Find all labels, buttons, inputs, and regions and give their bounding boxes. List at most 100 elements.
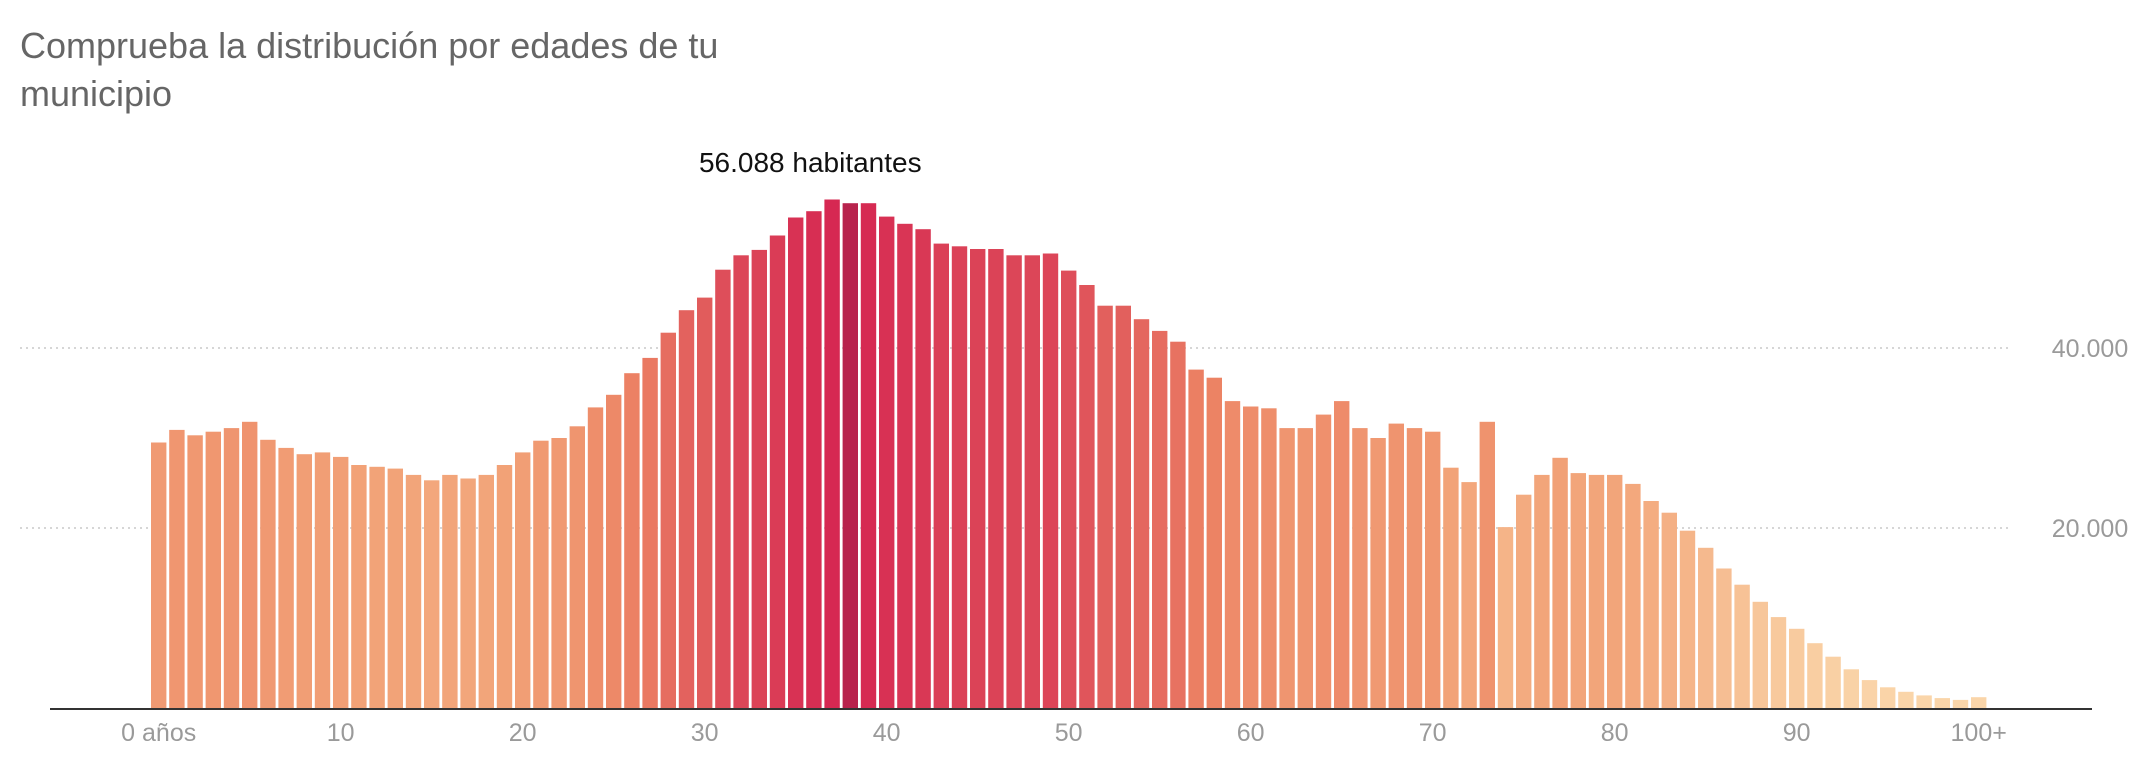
bar-age-91[interactable] <box>1807 643 1823 708</box>
bar-age-17[interactable] <box>460 478 476 709</box>
bar-age-43[interactable] <box>933 243 949 708</box>
bar-age-48[interactable] <box>1024 255 1040 709</box>
bar-age-37[interactable] <box>824 199 840 709</box>
bar-age-45[interactable] <box>970 249 986 708</box>
bar-age-39[interactable] <box>860 203 877 708</box>
bar-age-13[interactable] <box>387 468 403 708</box>
bar-age-41[interactable] <box>897 223 913 709</box>
bar-age-19[interactable] <box>496 465 513 708</box>
bar-age-20[interactable] <box>515 452 531 708</box>
bar-age-71[interactable] <box>1443 467 1459 708</box>
bar-age-11[interactable] <box>351 465 367 708</box>
bar-age-65[interactable] <box>1334 401 1350 708</box>
bar-age-77[interactable] <box>1552 457 1568 708</box>
bar-age-25[interactable] <box>606 394 622 708</box>
bar-age-95[interactable] <box>1880 687 1896 708</box>
bar-age-79[interactable] <box>1588 474 1605 708</box>
bar-age-100[interactable] <box>1971 697 1987 708</box>
bar-age-76[interactable] <box>1534 474 1550 708</box>
bar-age-98[interactable] <box>1934 698 1950 708</box>
bar-age-23[interactable] <box>569 426 585 708</box>
bar-age-38[interactable] <box>842 203 858 708</box>
bar-age-89[interactable] <box>1770 617 1787 708</box>
bar-age-94[interactable] <box>1861 680 1878 708</box>
bar-age-73[interactable] <box>1479 421 1495 708</box>
bars[interactable] <box>151 199 1987 709</box>
bar-age-54[interactable] <box>1133 319 1150 708</box>
bar-age-14[interactable] <box>405 474 422 708</box>
bar-age-59[interactable] <box>1224 401 1241 708</box>
bar-age-55[interactable] <box>1152 330 1168 708</box>
bar-age-16[interactable] <box>442 474 458 708</box>
bar-age-49[interactable] <box>1042 253 1059 709</box>
bar-age-32[interactable] <box>733 255 749 709</box>
bar-age-36[interactable] <box>806 211 822 708</box>
bar-age-81[interactable] <box>1625 483 1641 708</box>
bar-age-33[interactable] <box>751 249 767 708</box>
bar-age-28[interactable] <box>660 332 676 708</box>
bar-age-18[interactable] <box>478 474 494 708</box>
bar-age-24[interactable] <box>587 407 604 708</box>
bar-age-80[interactable] <box>1607 474 1623 708</box>
bar-age-10[interactable] <box>333 456 349 708</box>
bar-age-86[interactable] <box>1716 568 1732 709</box>
bar-age-92[interactable] <box>1825 656 1841 708</box>
bar-age-21[interactable] <box>533 440 549 708</box>
bar-age-5[interactable] <box>242 421 258 708</box>
bar-age-88[interactable] <box>1752 601 1768 708</box>
bar-age-2[interactable] <box>187 435 203 708</box>
bar-age-82[interactable] <box>1643 501 1659 708</box>
bar-age-85[interactable] <box>1698 547 1714 708</box>
bar-age-4[interactable] <box>223 428 240 708</box>
bar-age-99[interactable] <box>1952 699 1969 708</box>
bar-age-75[interactable] <box>1516 494 1532 708</box>
bar-age-3[interactable] <box>205 431 221 708</box>
bar-age-15[interactable] <box>424 480 440 708</box>
bar-age-6[interactable] <box>260 439 276 708</box>
bar-age-69[interactable] <box>1406 428 1423 708</box>
bar-age-84[interactable] <box>1679 530 1696 708</box>
bar-age-46[interactable] <box>988 249 1004 708</box>
bar-age-30[interactable] <box>697 297 713 708</box>
bar-age-61[interactable] <box>1261 408 1277 708</box>
bar-age-42[interactable] <box>915 229 931 708</box>
bar-age-64[interactable] <box>1315 414 1332 708</box>
bar-age-29[interactable] <box>678 310 695 708</box>
bar-age-62[interactable] <box>1279 428 1295 708</box>
bar-age-96[interactable] <box>1898 691 1914 708</box>
bar-age-53[interactable] <box>1115 305 1131 708</box>
bar-age-58[interactable] <box>1206 377 1222 708</box>
bar-age-47[interactable] <box>1006 255 1022 709</box>
bar-age-52[interactable] <box>1097 305 1113 708</box>
bar-age-93[interactable] <box>1843 669 1859 708</box>
bar-age-44[interactable] <box>951 246 968 709</box>
bar-age-26[interactable] <box>624 373 640 708</box>
bar-age-83[interactable] <box>1661 512 1677 708</box>
bar-age-63[interactable] <box>1297 428 1313 708</box>
bar-age-0[interactable] <box>151 442 167 709</box>
bar-age-87[interactable] <box>1734 584 1750 708</box>
bar-age-74[interactable] <box>1497 527 1514 708</box>
bar-age-57[interactable] <box>1188 369 1204 708</box>
bar-age-67[interactable] <box>1370 438 1386 708</box>
bar-age-1[interactable] <box>169 429 185 708</box>
bar-age-72[interactable] <box>1461 482 1477 708</box>
bar-age-51[interactable] <box>1079 285 1095 708</box>
bar-age-90[interactable] <box>1789 628 1805 708</box>
bar-age-60[interactable] <box>1243 406 1259 709</box>
bar-age-70[interactable] <box>1425 431 1441 708</box>
bar-age-78[interactable] <box>1570 473 1586 708</box>
bar-age-97[interactable] <box>1916 695 1932 708</box>
bar-age-7[interactable] <box>278 447 294 708</box>
bar-age-27[interactable] <box>642 357 658 708</box>
bar-age-40[interactable] <box>879 216 895 708</box>
bar-age-68[interactable] <box>1388 423 1404 708</box>
bar-age-8[interactable] <box>296 454 312 708</box>
bar-age-9[interactable] <box>314 452 331 708</box>
bar-age-56[interactable] <box>1170 341 1186 708</box>
bar-age-34[interactable] <box>769 235 786 709</box>
bar-age-66[interactable] <box>1352 428 1368 708</box>
bar-age-35[interactable] <box>788 217 804 709</box>
bar-age-12[interactable] <box>369 466 385 708</box>
bar-age-50[interactable] <box>1061 270 1077 708</box>
